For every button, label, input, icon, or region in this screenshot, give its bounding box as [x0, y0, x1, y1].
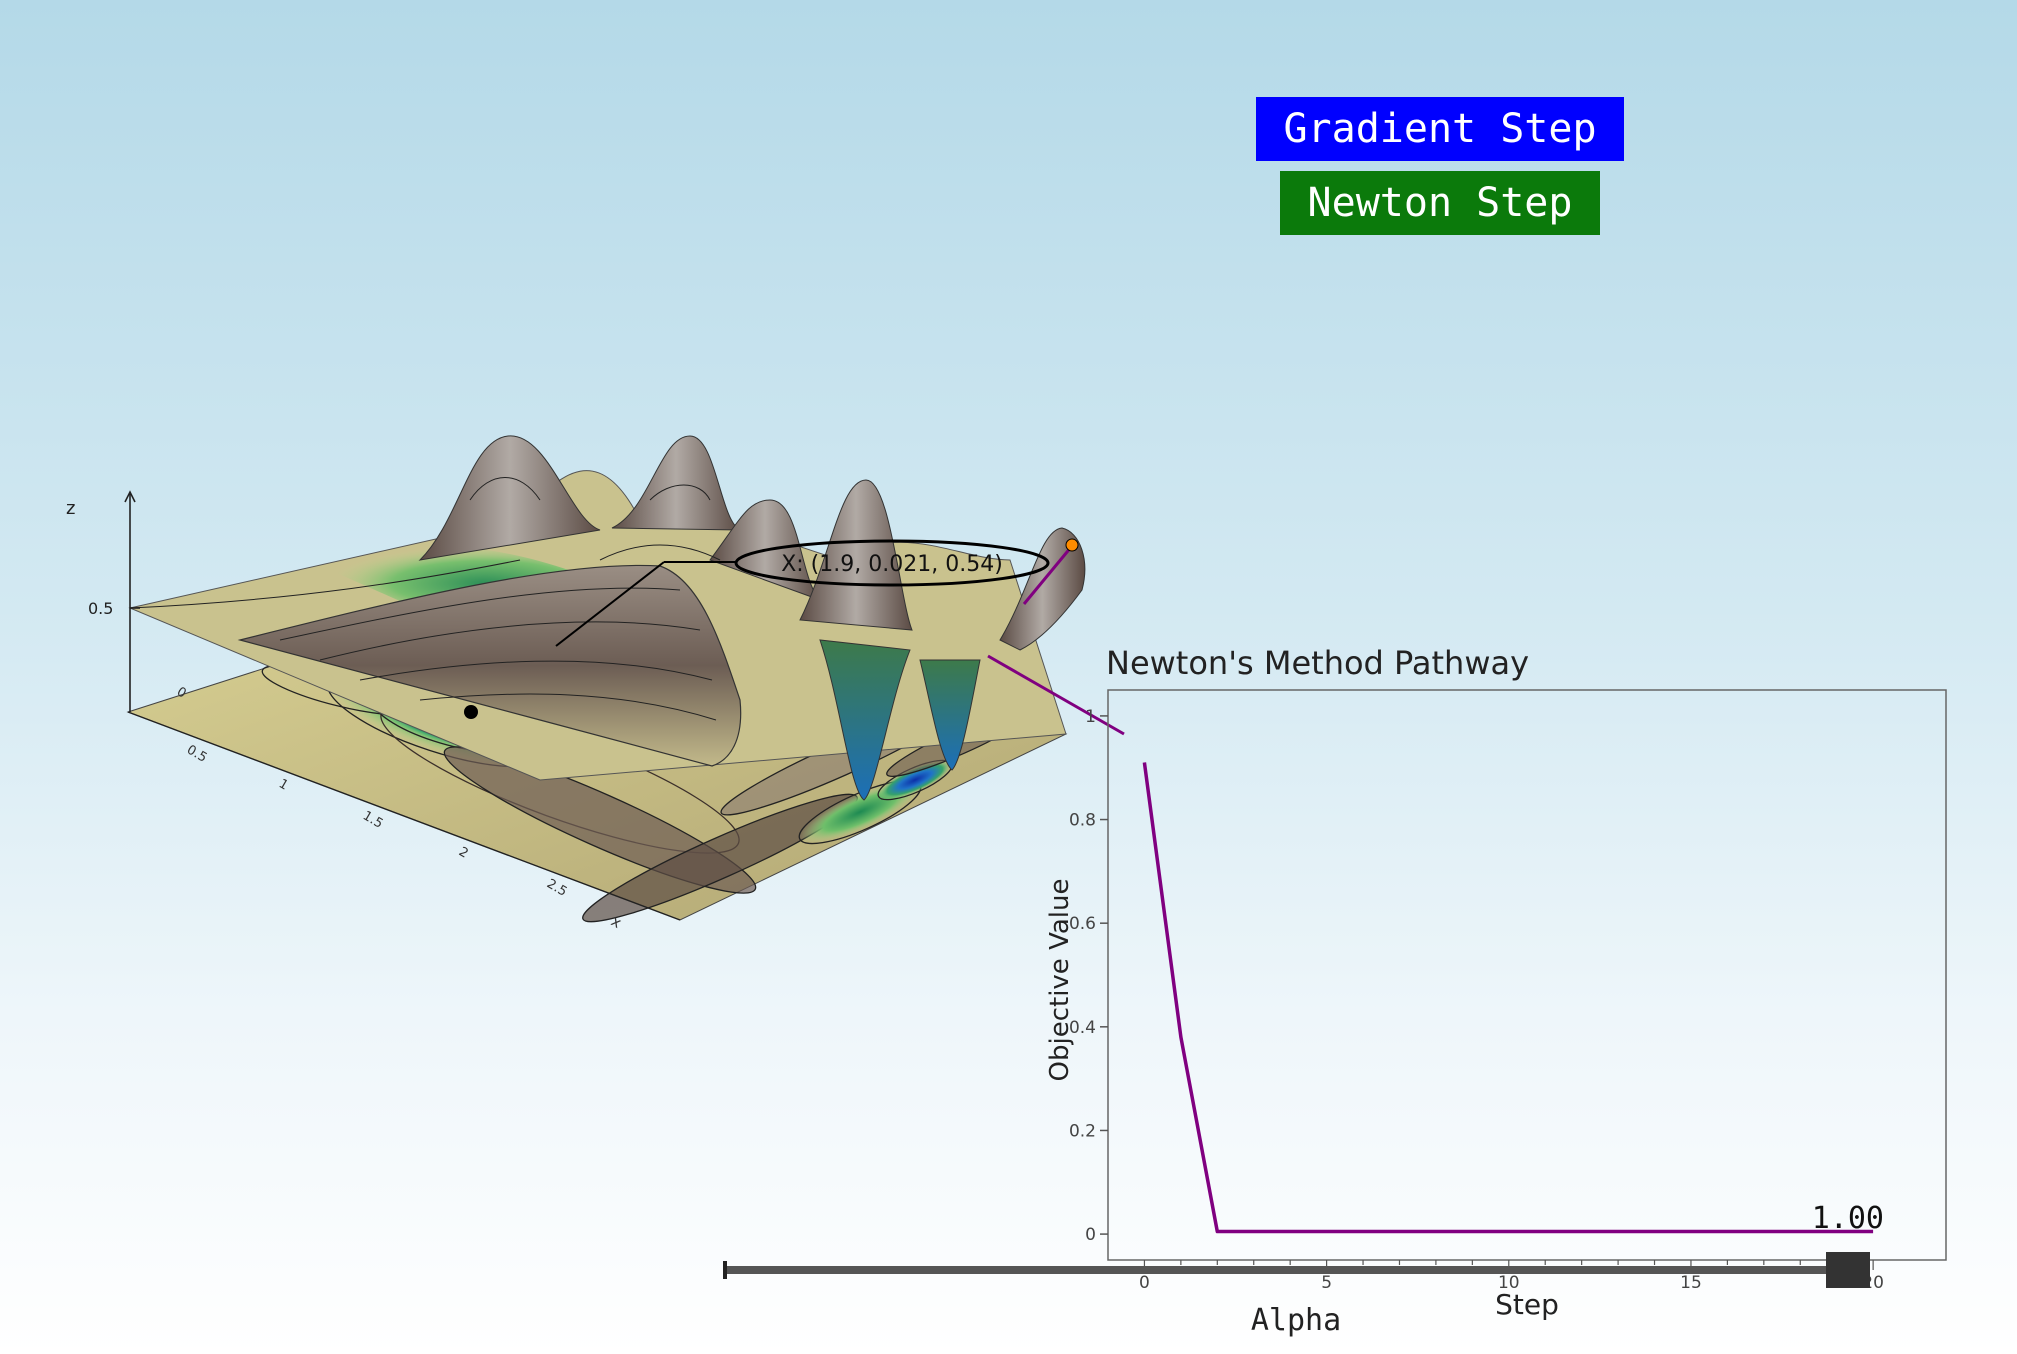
newton-step-button[interactable]: Newton Step — [1280, 171, 1600, 235]
surface-plot: z 0.5 0 0.5 1 1.5 2 2.5 x X: (1.9, 0.021… — [66, 435, 1125, 932]
tooltip-text: X: (1.9, 0.021, 0.54) — [781, 552, 1003, 577]
y-tick-label: 0 — [1085, 1225, 1096, 1245]
y-tick-label: 0.4 — [1069, 1018, 1096, 1038]
x-tick-label: 10 — [1498, 1273, 1520, 1293]
x-axis-label: Step — [1495, 1288, 1559, 1321]
alpha-slider[interactable]: 1.00 Alpha — [723, 1201, 1884, 1338]
y-axis: 0 0.2 0.4 0.6 0.8 1 — [1069, 707, 1108, 1245]
x-tick: 1.5 — [360, 808, 385, 831]
x-tick-label: 15 — [1680, 1273, 1702, 1293]
x-tick-label: 5 — [1321, 1273, 1332, 1293]
slider-label: Alpha — [1251, 1303, 1341, 1338]
y-tick-label: 0.2 — [1069, 1121, 1096, 1141]
plot-frame — [1107, 689, 1947, 1261]
peak-4 — [799, 479, 913, 631]
z-axis — [124, 490, 140, 712]
y-axis-label: Objective Value — [1045, 879, 1075, 1082]
y-tick-label: 0.8 — [1069, 811, 1096, 831]
x-axis — [127, 711, 681, 921]
line-chart: Newton's Method Pathway 0 0.2 0.4 0.6 0.8 1 0… — [1045, 644, 1947, 1321]
front-ridge — [237, 564, 742, 767]
slider-handle[interactable] — [1826, 1252, 1870, 1288]
slider-value: 1.00 — [1812, 1201, 1884, 1236]
tooltip-bubble — [734, 539, 1050, 587]
x-tick: 0.5 — [184, 742, 209, 765]
peak-1 — [418, 435, 601, 561]
x-tick: 2.5 — [544, 876, 569, 899]
series-line — [1142, 762, 1874, 1234]
surface-path — [1022, 545, 1074, 605]
start-point-marker — [1065, 538, 1079, 552]
z-axis-label: z — [66, 498, 75, 519]
current-point-marker — [464, 705, 478, 719]
valley-2 — [919, 659, 981, 771]
y-tick-label: 1 — [1085, 707, 1096, 727]
gradient-step-button[interactable]: Gradient Step — [1256, 97, 1624, 161]
x-tick: 1 — [276, 776, 291, 793]
chart-title: Newton's Method Pathway — [1106, 644, 1529, 682]
x-axis: 0 5 10 15 20 — [1139, 1260, 1884, 1293]
x-tick-label: 0 — [1139, 1273, 1150, 1293]
y-tick-label: 0.6 — [1069, 914, 1096, 934]
surface-path — [987, 654, 1125, 736]
valley-1 — [819, 639, 911, 801]
z-tick-label: 0.5 — [88, 599, 113, 618]
series-layer — [1142, 762, 1874, 1234]
peak-2 — [611, 435, 741, 531]
x-tick: 2 — [456, 844, 471, 861]
